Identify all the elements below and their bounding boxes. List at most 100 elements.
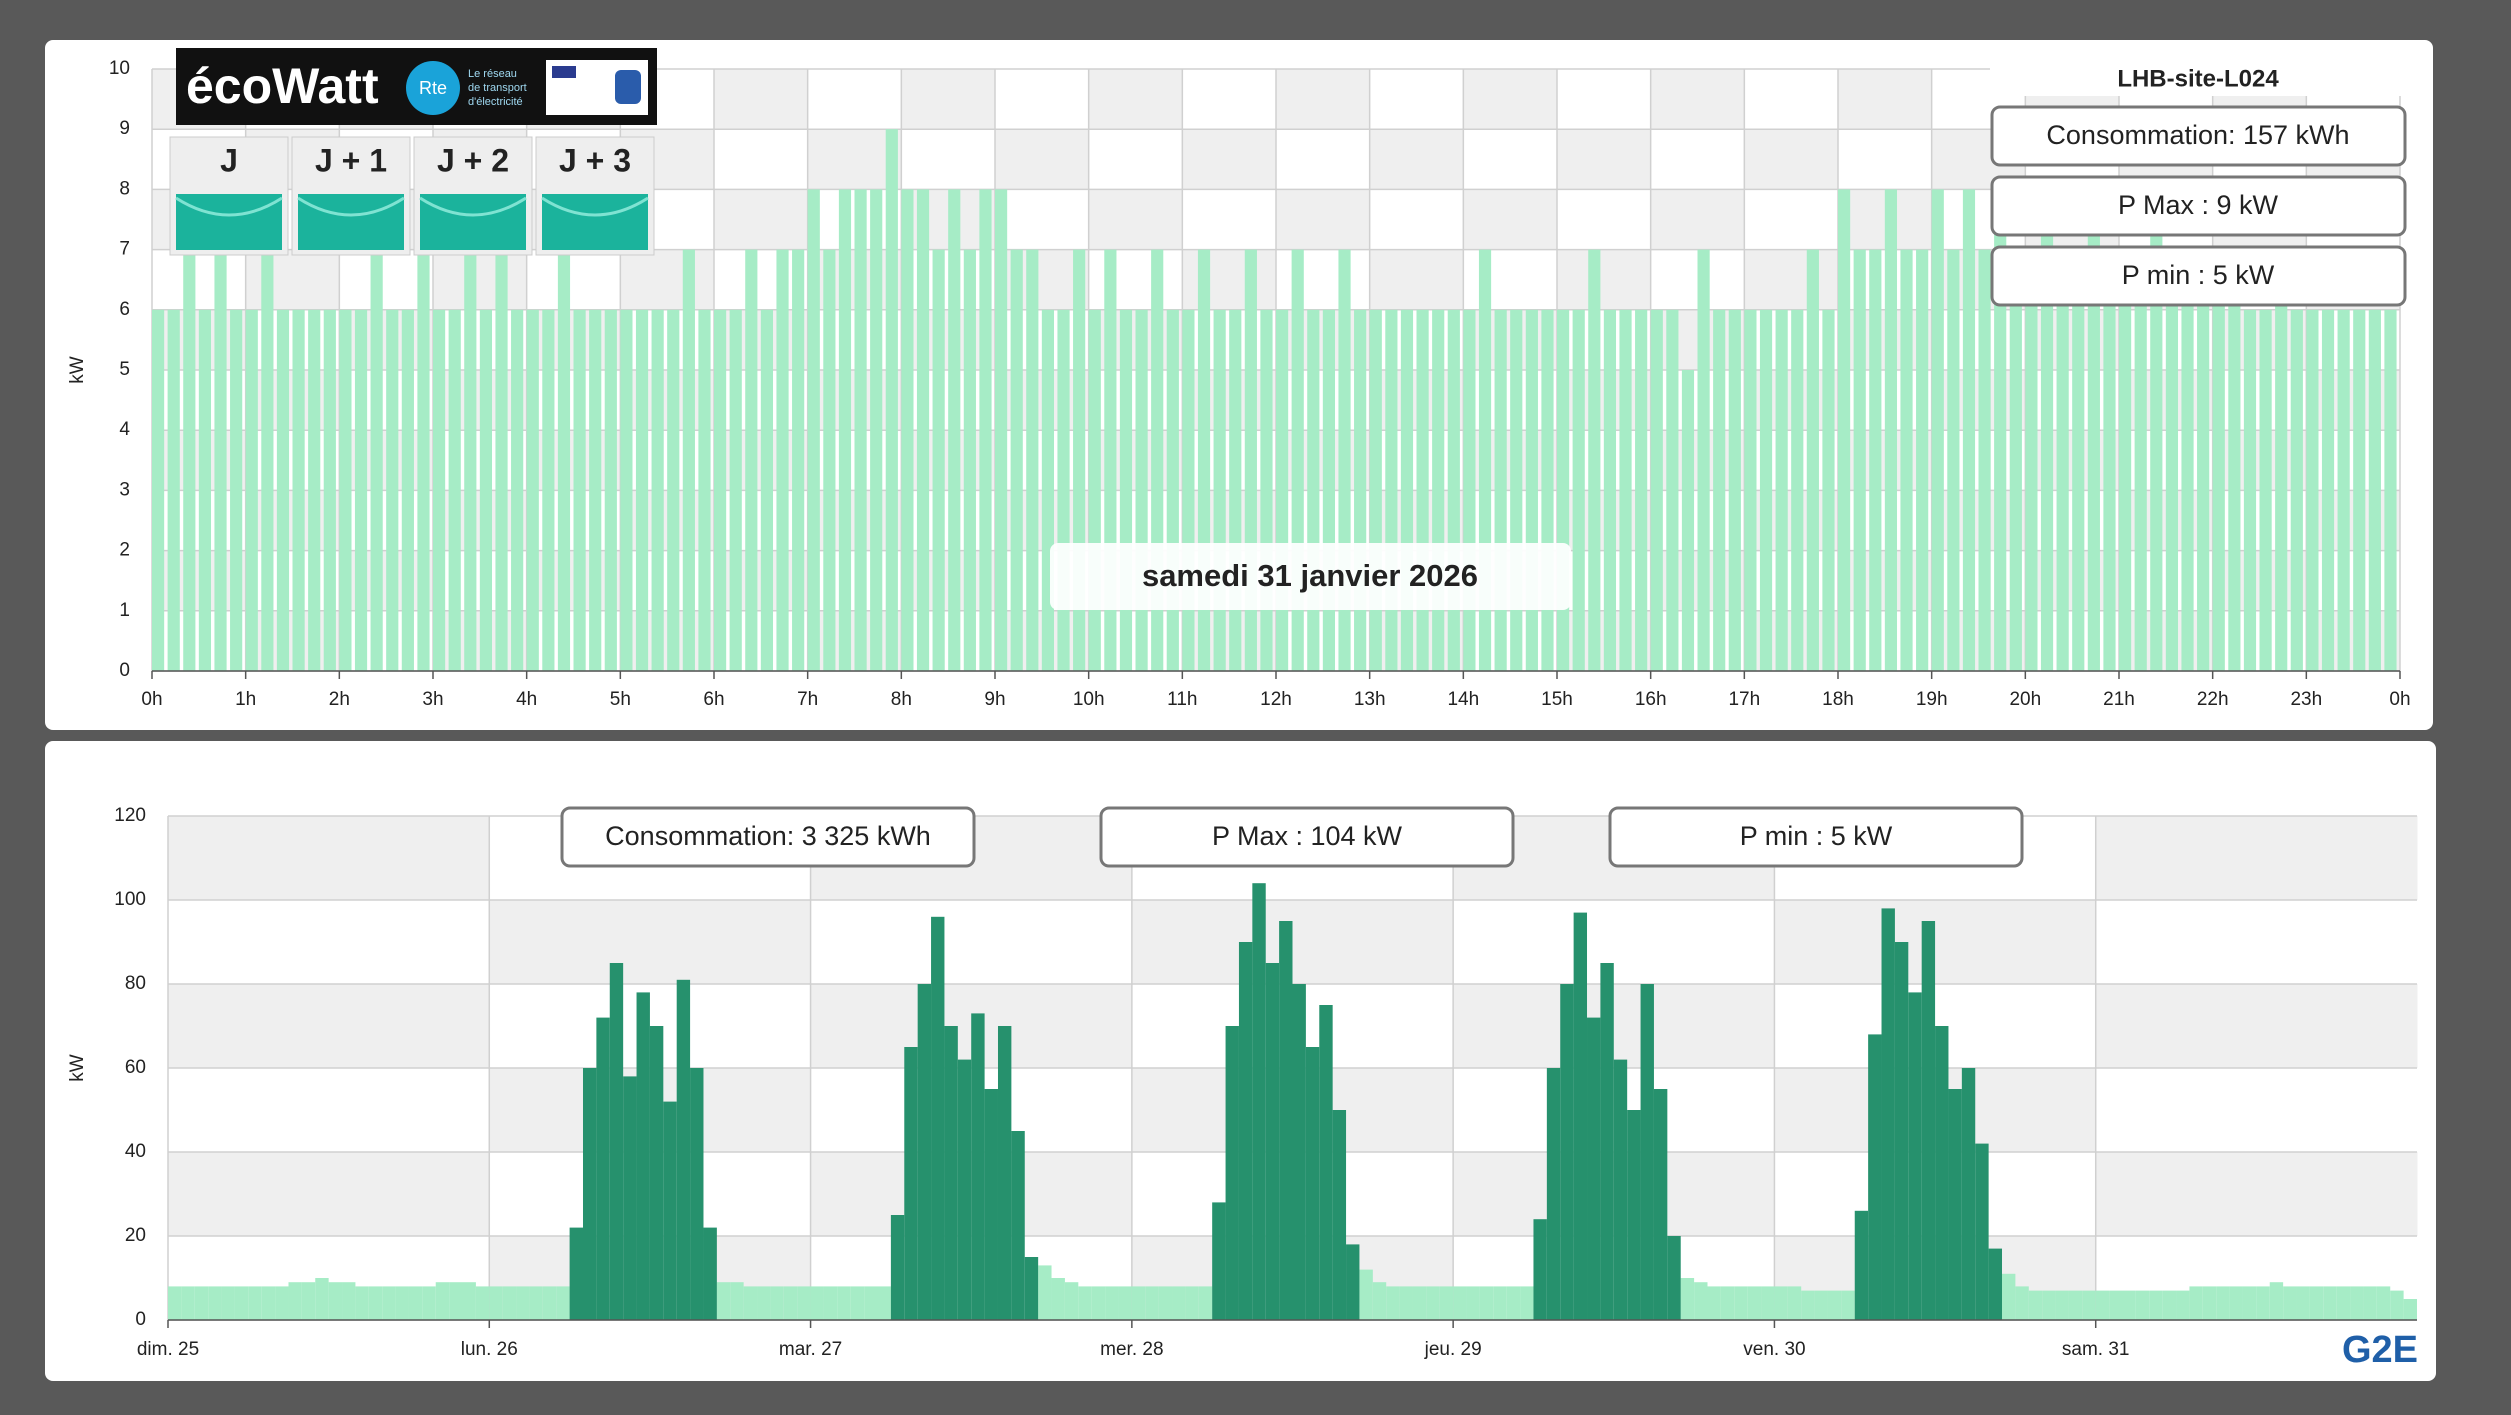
bar	[649, 1026, 664, 1320]
bar	[864, 1286, 878, 1320]
bar	[2135, 1290, 2150, 1320]
x-tick-label: 9h	[984, 689, 1005, 710]
bar	[408, 1286, 423, 1320]
plot-cell	[1650, 189, 1745, 251]
bar	[1131, 1286, 1146, 1320]
y-tick-label: 40	[125, 1141, 146, 1162]
plot-cell	[2095, 1068, 2418, 1153]
bar	[214, 249, 227, 671]
bar	[1728, 309, 1741, 671]
plot-cell	[1774, 900, 2097, 985]
rte-caption: de transport	[468, 82, 527, 94]
bar	[1947, 249, 1960, 671]
bar	[328, 1282, 343, 1320]
bar	[1894, 942, 1909, 1320]
y-axis-label: kW	[67, 1054, 88, 1082]
x-tick-label: 10h	[1073, 689, 1105, 710]
bar	[2363, 1286, 2377, 1320]
bar	[2109, 1290, 2123, 1320]
bar	[489, 1286, 503, 1320]
plot-cell	[1744, 129, 1839, 190]
bar	[1463, 309, 1476, 671]
bar	[1510, 309, 1523, 671]
y-tick-label: 0	[119, 660, 130, 681]
bar	[931, 916, 945, 1320]
bar	[2242, 1286, 2257, 1320]
day-wave	[419, 196, 527, 217]
bar	[462, 1282, 476, 1320]
bar	[2189, 1286, 2203, 1320]
bar	[1119, 309, 1133, 671]
plot-cell	[714, 189, 809, 251]
bar	[1869, 249, 1882, 671]
bar	[620, 309, 633, 671]
bar	[1720, 1286, 1735, 1320]
plot-cell	[168, 900, 490, 985]
day-signal	[420, 194, 526, 250]
bar	[276, 309, 290, 671]
bar	[2176, 1290, 2190, 1320]
bar	[1546, 1068, 1561, 1320]
bar	[1881, 908, 1895, 1320]
bar	[729, 309, 742, 671]
bar	[1432, 309, 1445, 671]
bar	[2056, 249, 2069, 671]
plot-cell	[1557, 69, 1652, 130]
bar	[1759, 309, 1773, 671]
x-tick-label: jeu. 29	[1424, 1339, 1482, 1360]
bar	[1078, 1286, 1092, 1320]
plot-cell	[1182, 69, 1277, 130]
bar	[2150, 189, 2163, 671]
day-wave	[297, 196, 405, 217]
plot-cell	[1131, 900, 1454, 985]
y-tick-label: 5	[119, 359, 130, 380]
bar	[168, 1286, 182, 1320]
bar	[1088, 309, 1101, 671]
x-tick-label: 12h	[1260, 689, 1292, 710]
ecowatt-brand: écoWatt	[186, 58, 379, 114]
bar	[1166, 309, 1179, 671]
x-tick-label: 23h	[2290, 689, 2322, 710]
bar	[604, 309, 617, 671]
bar	[1386, 1286, 1400, 1320]
bar	[1447, 309, 1460, 671]
plot-cell	[1276, 189, 1371, 251]
plot-cell	[168, 1068, 490, 1153]
plot-cell	[1650, 129, 1745, 190]
x-tick-label: 11h	[1167, 689, 1197, 710]
bar	[1801, 1290, 1815, 1320]
bar	[1372, 1282, 1387, 1320]
bar	[1135, 309, 1148, 671]
stat-box	[1099, 806, 1515, 868]
bar	[667, 309, 680, 671]
plot-cell	[1744, 249, 1839, 311]
plot-cell	[168, 984, 490, 1069]
bar	[1680, 1278, 1695, 1320]
x-tick-label: 7h	[797, 689, 818, 710]
stat-text: P min : 5 kW	[2122, 260, 2275, 290]
plot-cell	[901, 129, 996, 190]
x-tick-label: 1h	[235, 689, 256, 710]
y-tick-label: 1	[119, 600, 130, 621]
bar	[495, 249, 508, 671]
bar	[1466, 1286, 1480, 1320]
bar	[167, 309, 180, 671]
plot-cell	[2095, 984, 2418, 1069]
bar	[502, 1286, 517, 1320]
bar	[995, 189, 1008, 671]
bar	[854, 189, 867, 671]
x-tick-label: 2h	[329, 689, 350, 710]
bar	[422, 1286, 436, 1320]
bar	[2122, 1290, 2136, 1320]
bar	[1900, 249, 1913, 671]
y-tick-label: 120	[114, 805, 146, 826]
bar	[716, 1282, 731, 1320]
stat-box	[560, 806, 976, 868]
x-tick-label: 21h	[2103, 689, 2135, 710]
bar	[1332, 1110, 1347, 1320]
rte-caption: d'électricité	[468, 96, 523, 108]
bar	[1346, 1244, 1360, 1320]
bar	[745, 249, 758, 671]
bar	[234, 1286, 249, 1320]
day-label: J	[220, 142, 238, 178]
